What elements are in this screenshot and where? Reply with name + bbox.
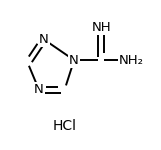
Text: N: N — [69, 54, 79, 67]
Text: NH₂: NH₂ — [119, 54, 144, 67]
Text: NH: NH — [91, 21, 111, 34]
Text: N: N — [39, 33, 49, 46]
Text: N: N — [34, 83, 44, 96]
Text: HCl: HCl — [52, 118, 76, 133]
